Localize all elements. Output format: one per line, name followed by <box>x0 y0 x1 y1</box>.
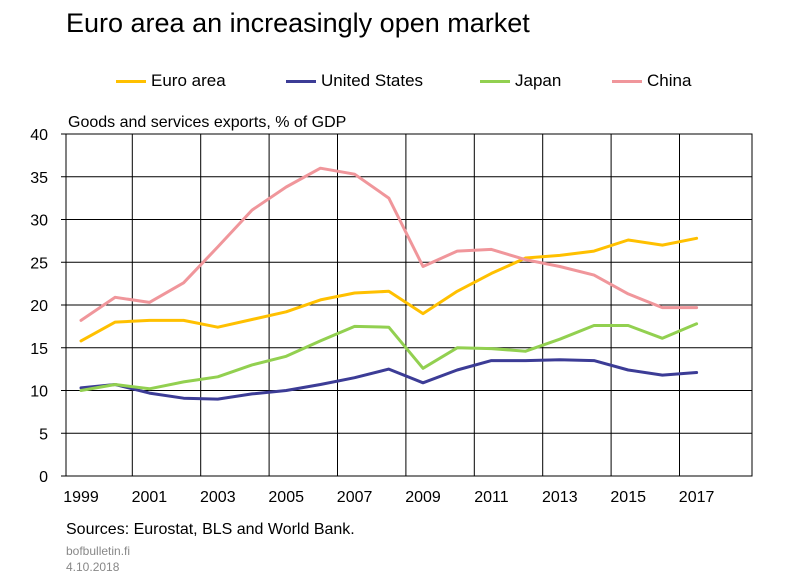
y-tick-label: 40 <box>30 127 48 144</box>
x-tick-label: 2007 <box>337 489 373 506</box>
legend-swatch-euro-area <box>116 79 146 83</box>
y-tick-label: 35 <box>30 170 48 187</box>
x-tick-label: 2005 <box>268 489 304 506</box>
y-tick-label: 5 <box>39 426 48 443</box>
legend-label-japan: Japan <box>515 71 562 90</box>
x-tick-label: 2003 <box>200 489 236 506</box>
publish-date: 4.10.2018 <box>66 560 120 574</box>
y-tick-label: 0 <box>39 469 48 486</box>
y-tick-label: 30 <box>30 213 48 230</box>
series-line-united-states <box>79 358 699 401</box>
x-tick-label: 2009 <box>405 489 441 506</box>
legend-item-china: China <box>612 70 691 92</box>
chart-title: Euro area an increasingly open market <box>66 8 530 38</box>
legend-item-united-states: United States <box>286 70 423 92</box>
legend-label-euro-area: Euro area <box>151 71 226 90</box>
legend-label-china: China <box>647 71 692 90</box>
y-axis-label: Goods and services exports, % of GDP <box>68 114 347 131</box>
legend-swatch-united-states <box>286 79 316 83</box>
legend-swatch-china <box>612 79 642 83</box>
x-tick-label: 2001 <box>132 489 168 506</box>
source-note: Sources: Eurostat, BLS and World Bank. <box>66 521 355 538</box>
x-tick-label: 2013 <box>542 489 578 506</box>
series-line-china <box>79 166 699 322</box>
series-line-euro-area <box>79 236 699 343</box>
legend-item-euro-area: Euro area <box>116 70 226 92</box>
y-tick-label: 25 <box>30 255 48 272</box>
plot-frame <box>65 133 753 477</box>
x-tick-label: 2011 <box>474 489 509 506</box>
site-name: bofbulletin.fi <box>66 544 131 558</box>
x-tick-label: 2015 <box>610 489 646 506</box>
legend-item-japan: Japan <box>480 70 561 92</box>
legend-swatch-japan <box>480 79 510 83</box>
x-tick-label: 1999 <box>63 489 99 506</box>
y-tick-label: 20 <box>30 298 48 315</box>
x-tick-label: 2017 <box>679 489 715 506</box>
y-tick-label: 10 <box>30 384 48 401</box>
legend-label-united-states: United States <box>321 71 424 90</box>
series-line-japan <box>79 322 699 392</box>
y-tick-label: 15 <box>30 341 48 358</box>
